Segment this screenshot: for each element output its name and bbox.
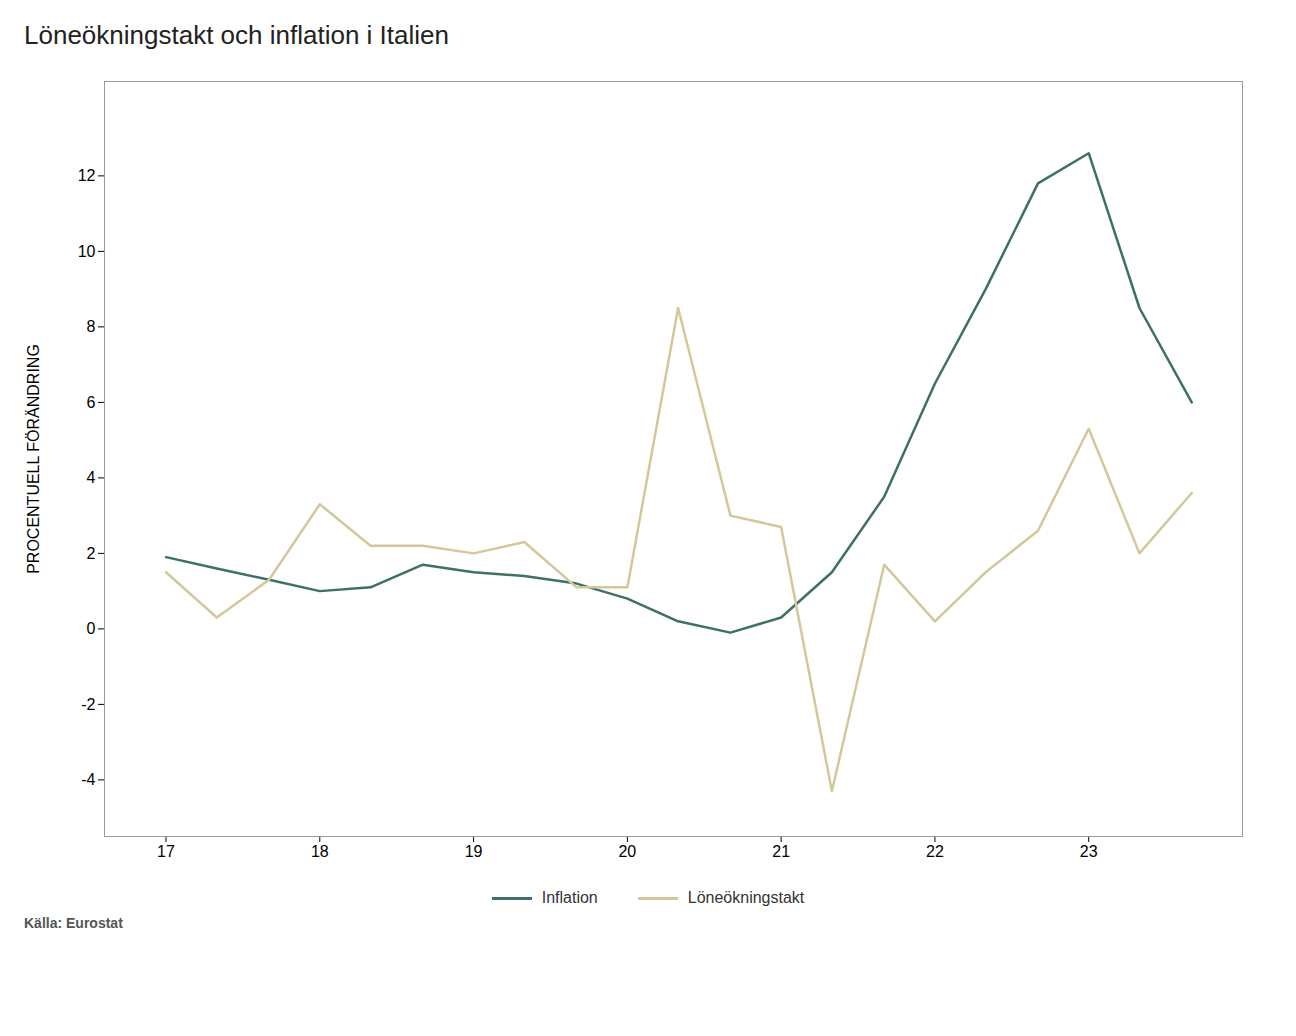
html-text:Löneökningstakt: Löneökningstakt <box>687 889 805 906</box>
svg-text:PROCENTUELL FÖRÄNDRING: PROCENTUELL FÖRÄNDRING <box>25 344 42 574</box>
svg-text:-2: -2 <box>81 695 95 712</box>
svg-text:8: 8 <box>87 318 96 335</box>
svg-text:23: 23 <box>1080 843 1098 860</box>
svg-text:21: 21 <box>772 843 790 860</box>
svg-text:0: 0 <box>87 620 96 637</box>
svg-text:10: 10 <box>78 242 96 259</box>
svg-text:18: 18 <box>311 843 329 860</box>
svg-text:12: 12 <box>78 167 96 184</box>
svg-text:-4: -4 <box>81 771 95 788</box>
html-text:Källa: Eurostat: Källa: Eurostat <box>24 915 123 931</box>
svg-text:6: 6 <box>87 393 96 410</box>
svg-text:20: 20 <box>618 843 636 860</box>
svg-text:19: 19 <box>465 843 483 860</box>
svg-text:17: 17 <box>157 843 175 860</box>
svg-text:4: 4 <box>87 469 96 486</box>
html-text:Inflation: Inflation <box>541 889 598 906</box>
html-text:Löneökningstakt och inflation: Löneökningstakt och inflation i Italien <box>24 20 449 50</box>
svg-text:2: 2 <box>87 544 96 561</box>
svg-text:22: 22 <box>926 843 944 860</box>
